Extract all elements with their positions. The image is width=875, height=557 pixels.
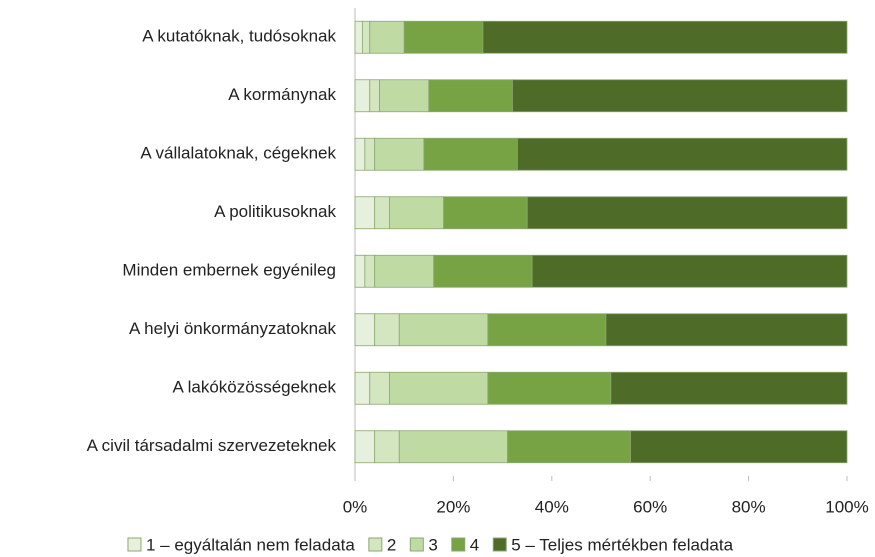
bar-segment — [403, 20, 484, 54]
bar-segment — [507, 430, 631, 464]
bar-segment — [433, 254, 533, 288]
bar-segment — [487, 371, 612, 405]
bar-segment — [354, 430, 376, 464]
bar-segment — [369, 371, 390, 405]
x-tick-label: 60% — [633, 497, 667, 516]
y-tick-label: A lakóközösségeknek — [173, 378, 337, 397]
bar-segment — [398, 430, 508, 464]
bar-segment — [389, 196, 444, 230]
bar-segment — [354, 196, 376, 230]
legend-swatch — [492, 537, 507, 552]
bar-segment — [630, 430, 848, 464]
bar-segment — [374, 254, 435, 288]
legend-swatch — [409, 537, 424, 552]
bar-segment — [531, 254, 848, 288]
bar-segment — [354, 254, 366, 288]
y-tick-label: A vállalatoknak, cégeknek — [140, 144, 336, 163]
bar-segment — [379, 79, 430, 113]
bar-segment — [374, 137, 425, 171]
bar-segment — [482, 20, 848, 54]
y-tick-label: Minden embernek egyénileg — [122, 261, 336, 280]
bar-segment — [354, 79, 371, 113]
legend-label: 4 — [470, 535, 479, 554]
legend-label: 1 – egyáltalán nem feladata — [146, 535, 355, 554]
y-tick-label: A politikusoknak — [214, 202, 336, 221]
bar-segment — [443, 196, 528, 230]
bar-segment — [369, 20, 405, 54]
bar-segment — [374, 430, 400, 464]
x-tick-label: 0% — [343, 497, 368, 516]
bar-segment — [369, 79, 381, 113]
y-tick-label: A kutatóknak, tudósoknak — [142, 27, 336, 46]
x-tick-label: 20% — [436, 497, 470, 516]
bar-segment — [354, 371, 371, 405]
bar-segment — [354, 20, 363, 54]
x-tick-label: 80% — [732, 497, 766, 516]
bar-segment — [526, 196, 848, 230]
bar-segment — [354, 313, 376, 347]
bar-segment — [610, 371, 848, 405]
bar-segment — [512, 79, 848, 113]
legend-swatch — [127, 537, 142, 552]
x-tick-label: 40% — [535, 497, 569, 516]
bar-segment — [364, 137, 376, 171]
legend-label: 3 — [428, 535, 437, 554]
bar-segment — [374, 313, 400, 347]
bar-segment — [361, 20, 371, 54]
bar-segment — [354, 137, 366, 171]
bar-segment — [487, 313, 607, 347]
bar-segment — [364, 254, 376, 288]
y-tick-label: A civil társadalmi szervezeteknek — [87, 436, 337, 455]
x-tick-label: 100% — [825, 497, 868, 516]
legend-swatch — [451, 537, 466, 552]
y-tick-label: A helyi önkormányzatoknak — [129, 319, 336, 338]
bar-segment — [428, 79, 513, 113]
bar-segment — [398, 313, 489, 347]
bar-segment — [374, 196, 390, 230]
bar-segment — [389, 371, 489, 405]
legend-label: 5 – Teljes mértékben feladata — [511, 535, 733, 554]
bar-segment — [423, 137, 518, 171]
bar-segment — [605, 313, 848, 347]
legend-swatch — [368, 537, 383, 552]
y-tick-label: A kormánynak — [228, 85, 336, 104]
bar-segment — [516, 137, 848, 171]
legend-label: 2 — [387, 535, 396, 554]
